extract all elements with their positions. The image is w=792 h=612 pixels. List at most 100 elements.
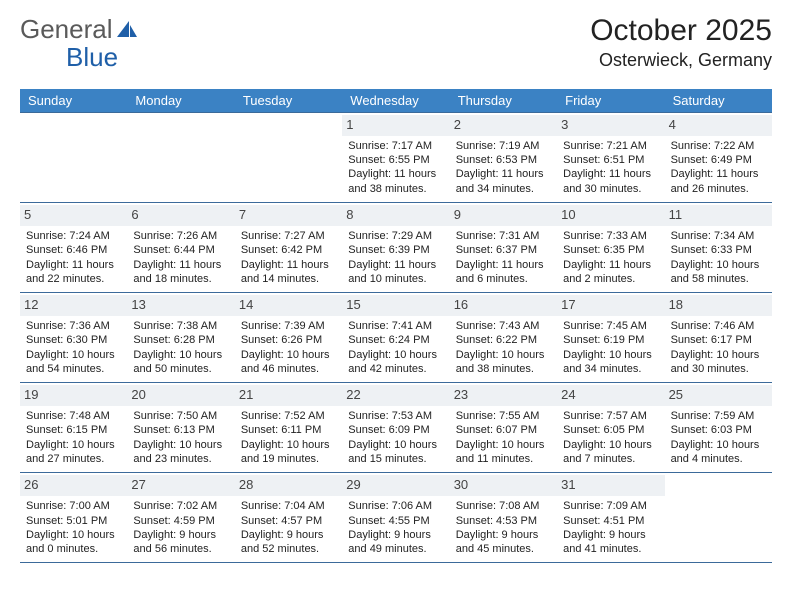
daylight-text: Daylight: 11 hours and 6 minutes. — [456, 258, 551, 287]
sunrise-text: Sunrise: 7:08 AM — [456, 499, 551, 513]
calendar-cell: 29Sunrise: 7:06 AMSunset: 4:55 PMDayligh… — [342, 473, 449, 562]
calendar-cell: 5Sunrise: 7:24 AMSunset: 6:46 PMDaylight… — [20, 203, 127, 292]
calendar-cell: 12Sunrise: 7:36 AMSunset: 6:30 PMDayligh… — [20, 293, 127, 382]
calendar-body: 1Sunrise: 7:17 AMSunset: 6:55 PMDaylight… — [20, 112, 772, 563]
sunrise-text: Sunrise: 7:46 AM — [671, 319, 766, 333]
day-number: 12 — [20, 295, 127, 316]
sunset-text: Sunset: 4:51 PM — [563, 514, 658, 528]
daylight-text: Daylight: 10 hours and 11 minutes. — [456, 438, 551, 467]
calendar-cell: 26Sunrise: 7:00 AMSunset: 5:01 PMDayligh… — [20, 473, 127, 562]
sunset-text: Sunset: 6:49 PM — [671, 153, 766, 167]
sunrise-text: Sunrise: 7:02 AM — [133, 499, 228, 513]
daylight-text: Daylight: 10 hours and 34 minutes. — [563, 348, 658, 377]
calendar-cell — [127, 113, 234, 202]
calendar-cell: 2Sunrise: 7:19 AMSunset: 6:53 PMDaylight… — [450, 113, 557, 202]
day-number: 17 — [557, 295, 664, 316]
sunrise-text: Sunrise: 7:09 AM — [563, 499, 658, 513]
calendar-week: 12Sunrise: 7:36 AMSunset: 6:30 PMDayligh… — [20, 293, 772, 383]
sunset-text: Sunset: 6:24 PM — [348, 333, 443, 347]
day-number: 16 — [450, 295, 557, 316]
sunrise-text: Sunrise: 7:48 AM — [26, 409, 121, 423]
calendar-cell: 31Sunrise: 7:09 AMSunset: 4:51 PMDayligh… — [557, 473, 664, 562]
daylight-text: Daylight: 9 hours and 56 minutes. — [133, 528, 228, 557]
sunset-text: Sunset: 6:11 PM — [241, 423, 336, 437]
weekday-saturday: Saturday — [665, 89, 772, 112]
weekday-sunday: Sunday — [20, 89, 127, 112]
logo-sail-icon — [115, 19, 139, 41]
weekday-monday: Monday — [127, 89, 234, 112]
day-number: 30 — [450, 475, 557, 496]
calendar-cell: 15Sunrise: 7:41 AMSunset: 6:24 PMDayligh… — [342, 293, 449, 382]
logo-text-general: General — [20, 14, 113, 45]
calendar-cell: 18 Sunrise: 7:46 AMSunset: 6:17 PMDayligh… — [665, 293, 772, 382]
daylight-text: Daylight: 10 hours and 0 minutes. — [26, 528, 121, 557]
day-number: 18 — [665, 295, 772, 316]
header: General October 2025 Osterwieck, Germany — [20, 14, 772, 71]
daylight-text: Daylight: 10 hours and 58 minutes. — [671, 258, 766, 287]
calendar-cell: 10Sunrise: 7:33 AMSunset: 6:35 PMDayligh… — [557, 203, 664, 292]
calendar-cell: 20Sunrise: 7:50 AMSunset: 6:13 PMDayligh… — [127, 383, 234, 472]
calendar-cell: 22Sunrise: 7:53 AMSunset: 6:09 PMDayligh… — [342, 383, 449, 472]
day-number: 25 — [665, 385, 772, 406]
daylight-text: Daylight: 10 hours and 30 minutes. — [671, 348, 766, 377]
daylight-text: Daylight: 10 hours and 7 minutes. — [563, 438, 658, 467]
day-number: 23 — [450, 385, 557, 406]
day-number: 4 — [665, 115, 772, 136]
calendar-cell: 8Sunrise: 7:29 AMSunset: 6:39 PMDaylight… — [342, 203, 449, 292]
sunrise-text: Sunrise: 7:41 AM — [348, 319, 443, 333]
calendar-cell: 13Sunrise: 7:38 AMSunset: 6:28 PMDayligh… — [127, 293, 234, 382]
day-number: 14 — [235, 295, 342, 316]
sunrise-text: Sunrise: 7:33 AM — [563, 229, 658, 243]
sunrise-text: Sunrise: 7:53 AM — [348, 409, 443, 423]
daylight-text: Daylight: 9 hours and 45 minutes. — [456, 528, 551, 557]
sunset-text: Sunset: 6:19 PM — [563, 333, 658, 347]
sunset-text: Sunset: 4:57 PM — [241, 514, 336, 528]
calendar-week: 5Sunrise: 7:24 AMSunset: 6:46 PMDaylight… — [20, 203, 772, 293]
sunset-text: Sunset: 6:55 PM — [348, 153, 443, 167]
calendar-cell: 23Sunrise: 7:55 AMSunset: 6:07 PMDayligh… — [450, 383, 557, 472]
title-block: October 2025 Osterwieck, Germany — [590, 14, 772, 71]
sunrise-text: Sunrise: 7:55 AM — [456, 409, 551, 423]
sunrise-text: Sunrise: 7:27 AM — [241, 229, 336, 243]
calendar-cell: 1Sunrise: 7:17 AMSunset: 6:55 PMDaylight… — [342, 113, 449, 202]
day-number: 20 — [127, 385, 234, 406]
daylight-text: Daylight: 9 hours and 41 minutes. — [563, 528, 658, 557]
calendar-cell: 17Sunrise: 7:45 AMSunset: 6:19 PMDayligh… — [557, 293, 664, 382]
sunrise-text: Sunrise: 7:21 AM — [563, 139, 658, 153]
daylight-text: Daylight: 11 hours and 30 minutes. — [563, 167, 658, 196]
sunset-text: Sunset: 6:05 PM — [563, 423, 658, 437]
daylight-text: Daylight: 10 hours and 27 minutes. — [26, 438, 121, 467]
calendar-cell: 9Sunrise: 7:31 AMSunset: 6:37 PMDaylight… — [450, 203, 557, 292]
daylight-text: Daylight: 10 hours and 23 minutes. — [133, 438, 228, 467]
calendar-cell: 16Sunrise: 7:43 AMSunset: 6:22 PMDayligh… — [450, 293, 557, 382]
daylight-text: Daylight: 11 hours and 2 minutes. — [563, 258, 658, 287]
sunset-text: Sunset: 6:17 PM — [671, 333, 766, 347]
sunrise-text: Sunrise: 7:34 AM — [671, 229, 766, 243]
calendar-cell: 14Sunrise: 7:39 AMSunset: 6:26 PMDayligh… — [235, 293, 342, 382]
daylight-text: Daylight: 11 hours and 38 minutes. — [348, 167, 443, 196]
sunrise-text: Sunrise: 7:57 AM — [563, 409, 658, 423]
sunrise-text: Sunrise: 7:04 AM — [241, 499, 336, 513]
day-number: 21 — [235, 385, 342, 406]
day-number: 5 — [20, 205, 127, 226]
daylight-text: Daylight: 9 hours and 52 minutes. — [241, 528, 336, 557]
day-number: 29 — [342, 475, 449, 496]
location: Osterwieck, Germany — [590, 50, 772, 71]
sunrise-text: Sunrise: 7:50 AM — [133, 409, 228, 423]
calendar-cell: 25Sunrise: 7:59 AMSunset: 6:03 PMDayligh… — [665, 383, 772, 472]
daylight-text: Daylight: 11 hours and 34 minutes. — [456, 167, 551, 196]
daylight-text: Daylight: 10 hours and 54 minutes. — [26, 348, 121, 377]
sunset-text: Sunset: 6:35 PM — [563, 243, 658, 257]
sunset-text: Sunset: 6:28 PM — [133, 333, 228, 347]
sunset-text: Sunset: 6:09 PM — [348, 423, 443, 437]
day-number: 15 — [342, 295, 449, 316]
sunset-text: Sunset: 6:53 PM — [456, 153, 551, 167]
calendar-cell: 3Sunrise: 7:21 AMSunset: 6:51 PMDaylight… — [557, 113, 664, 202]
day-number: 28 — [235, 475, 342, 496]
sunset-text: Sunset: 6:51 PM — [563, 153, 658, 167]
daylight-text: Daylight: 11 hours and 26 minutes. — [671, 167, 766, 196]
sunset-text: Sunset: 6:26 PM — [241, 333, 336, 347]
weekday-tuesday: Tuesday — [235, 89, 342, 112]
sunset-text: Sunset: 4:59 PM — [133, 514, 228, 528]
daylight-text: Daylight: 11 hours and 22 minutes. — [26, 258, 121, 287]
